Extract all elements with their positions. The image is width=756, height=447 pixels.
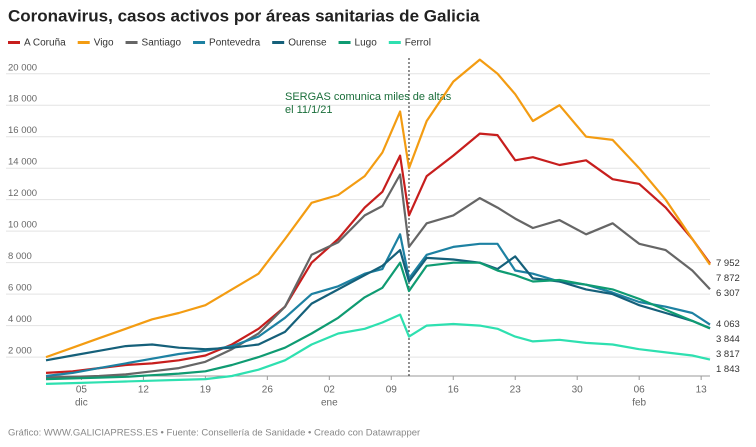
end-label: 4 063 xyxy=(716,319,740,330)
y-tick-label: 18 000 xyxy=(8,94,37,105)
x-tick-label: 30 xyxy=(572,385,584,396)
end-label: 1 843 xyxy=(716,364,740,375)
legend-label: Santiago xyxy=(142,38,182,49)
legend-label: Pontevedra xyxy=(209,38,261,49)
x-month-label: dic xyxy=(75,398,88,409)
y-tick-label: 20 000 xyxy=(8,62,37,73)
y-tick-label: 16 000 xyxy=(8,125,37,136)
footer: Gráfico: WWW.GALICIAPRESS.ES • Fuente: C… xyxy=(8,428,420,439)
x-tick-label: 02 xyxy=(324,385,336,396)
x-tick-label: 12 xyxy=(138,385,150,396)
x-tick-label: 06 xyxy=(634,385,646,396)
x-tick-label: 26 xyxy=(262,385,274,396)
y-tick-label: 14 000 xyxy=(8,157,37,168)
y-tick-label: 10 000 xyxy=(8,220,37,231)
y-tick-label: 4 000 xyxy=(8,314,32,325)
legend-label: Vigo xyxy=(94,38,114,49)
y-tick-label: 12 000 xyxy=(8,188,37,199)
end-label: 7 952 xyxy=(716,258,740,269)
legend-swatch xyxy=(338,41,351,44)
legend-label: A Coruña xyxy=(24,38,66,49)
series-line xyxy=(45,58,711,359)
x-tick-label: 23 xyxy=(510,385,522,396)
x-tick-label: 13 xyxy=(696,385,708,396)
end-label: 7 872 xyxy=(716,273,740,284)
series-line xyxy=(45,261,711,381)
end-label: 6 307 xyxy=(716,288,740,299)
x-tick-label: 19 xyxy=(200,385,212,396)
y-tick-label: 2 000 xyxy=(8,346,32,357)
x-tick-label: 05 xyxy=(76,385,88,396)
annotation-text: SERGAS comunica miles de altas xyxy=(285,91,452,103)
x-tick-label: 16 xyxy=(448,385,460,396)
x-month-label: ene xyxy=(321,398,338,409)
end-label: 3 817 xyxy=(716,349,740,360)
x-month-label: feb xyxy=(632,398,646,409)
chart-title: Coronavirus, casos activos por áreas san… xyxy=(8,6,480,25)
end-label: 3 844 xyxy=(716,334,740,345)
y-tick-label: 6 000 xyxy=(8,283,32,294)
x-tick-label: 09 xyxy=(386,385,398,396)
legend-label: Lugo xyxy=(355,38,378,49)
series-line xyxy=(45,313,711,385)
legend-swatch xyxy=(193,41,206,44)
legend-swatch xyxy=(8,41,20,44)
legend-label: Ourense xyxy=(288,38,327,49)
series-line xyxy=(45,249,711,362)
y-tick-label: 8 000 xyxy=(8,251,32,262)
legend-swatch xyxy=(272,41,285,44)
legend-swatch xyxy=(388,41,401,44)
legend-swatch xyxy=(77,41,90,44)
annotation-text: el 11/1/21 xyxy=(285,104,333,116)
series-line xyxy=(45,132,711,374)
series-line xyxy=(45,173,711,379)
series-line xyxy=(45,233,711,378)
legend-swatch xyxy=(125,41,138,44)
legend-label: Ferrol xyxy=(405,38,431,49)
